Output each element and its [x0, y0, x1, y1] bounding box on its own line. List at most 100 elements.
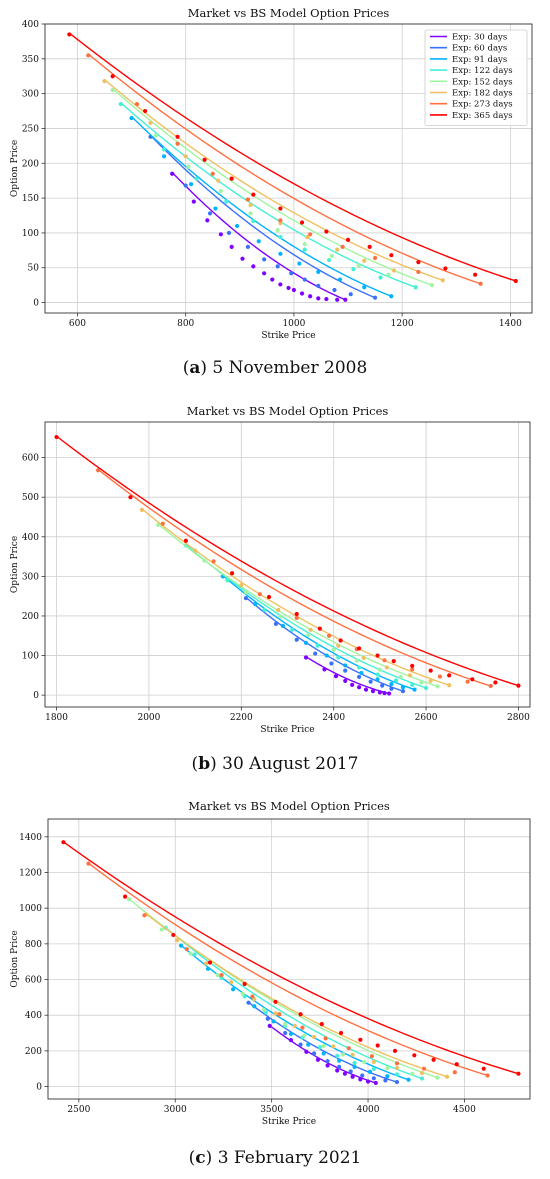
chart-c-market-point: [383, 1078, 388, 1083]
chart-a-market-point: [191, 199, 196, 204]
chart-c-market-point: [410, 1071, 415, 1076]
chart-c-market-point: [298, 1012, 303, 1017]
chart-a-market-point: [186, 164, 191, 169]
chart-b-market-point: [368, 679, 373, 684]
chart-a-y-tick-label: 200: [22, 159, 39, 169]
chart-c-y-tick-label: 1400: [19, 833, 42, 843]
chart-c-market-point: [283, 1030, 288, 1036]
chart-a-market-point: [148, 120, 153, 125]
chart-a-market-point: [248, 202, 253, 208]
chart-a-y-tick-label: 100: [22, 229, 39, 239]
chart-c-market-point: [335, 1068, 340, 1073]
chart-b-x-tick-label: 2600: [415, 713, 438, 723]
chart-a-market-point: [340, 244, 345, 249]
chart-c-y-tick-label: 1200: [19, 869, 42, 879]
chart-c-market-point: [242, 981, 247, 987]
chart-a-market-point: [362, 258, 367, 263]
chart-a-market-point: [372, 255, 378, 261]
chart-c-market-point: [207, 960, 213, 965]
chart-c-market-point: [365, 1079, 371, 1084]
chart-a-market-point: [153, 133, 159, 138]
chart-c-market-point: [392, 1048, 398, 1053]
chart-a-market-point: [332, 287, 337, 293]
chart-c-market-point: [203, 961, 209, 966]
chart-c-market-point: [369, 1054, 375, 1059]
chart-c-market-point: [435, 1075, 440, 1080]
chart-a-y-tick-label: 300: [22, 90, 39, 100]
chart-c-market-point: [288, 1031, 294, 1037]
chart-a-market-point: [240, 256, 245, 261]
chart-b-market-point: [377, 667, 382, 672]
chart-b-market-point: [266, 594, 272, 600]
chart-a-market-point: [256, 239, 261, 244]
chart-a-market-point: [351, 267, 356, 272]
chart-a-market-point: [143, 108, 148, 114]
chart-a-market-point: [262, 257, 267, 262]
chart-b-market-point: [54, 434, 59, 440]
chart-b-market-point: [343, 668, 348, 673]
chart-b-market-point: [338, 638, 343, 643]
chart-a-legend-entry: Exp: 152 days: [452, 77, 513, 87]
chart-b-market-point: [278, 614, 283, 619]
chart-b-market-point: [389, 681, 394, 687]
chart-c-y-tick-label: 0: [36, 1083, 42, 1093]
chart-c-market-point: [304, 1049, 309, 1054]
chart-c-market-point: [178, 943, 184, 948]
caption-c: (c) 3 February 2021: [188, 1148, 362, 1168]
chart-b-market-point: [428, 668, 433, 673]
chart-c-market-point: [192, 952, 197, 957]
chart-c-market-point: [126, 897, 132, 902]
chart-a-market-point: [134, 101, 140, 107]
chart-b-market-point: [428, 678, 433, 683]
chart-c-market-point: [267, 1023, 272, 1028]
chart-c-market-point: [358, 1077, 363, 1082]
chart-c-market-point: [283, 1021, 288, 1027]
chart-a-market-point: [278, 206, 283, 211]
caption-b-letter: b: [198, 754, 211, 774]
chart-c-market-point: [321, 1043, 326, 1048]
chart-panel-b: Market vs BS Model Option Prices 1800 2000…: [0, 398, 550, 736]
chart-c-market-point: [300, 1025, 305, 1030]
chart-a-market-point: [443, 266, 448, 271]
chart-b-y-tick-label: 0: [33, 691, 39, 701]
chart-b-model-line-5: [157, 523, 438, 688]
chart-b-market-point: [276, 607, 281, 613]
chart-b-market-point: [370, 689, 376, 694]
chart-b-y-tick-label: 500: [22, 493, 39, 503]
chart-b-market-point: [326, 633, 332, 638]
chart-a-market-point: [329, 253, 334, 258]
chart-b-market-point: [333, 674, 339, 679]
chart-b-market-point: [488, 683, 493, 689]
chart-a-y-tick-label: 0: [33, 299, 39, 309]
chart-b-market-point: [447, 683, 452, 688]
chart-a-market-point: [372, 295, 378, 300]
chart-b-market-point: [356, 685, 362, 690]
chart-b-grid: [45, 422, 530, 707]
chart-c-market-point: [323, 1036, 328, 1041]
chart-a-market-point: [118, 101, 123, 107]
chart-b-market-point: [294, 615, 299, 621]
chart-a-market-point: [367, 244, 372, 249]
chart-a-market-point: [183, 183, 188, 188]
chart-b-x-tick-label: 2200: [230, 713, 253, 723]
chart-c-market-point: [340, 1052, 346, 1057]
chart-c-y-tick-label: 1000: [19, 904, 42, 914]
chart-c-market-point: [215, 972, 220, 978]
chart-a-market-point: [110, 74, 115, 79]
chart-c-x-tick-label: 2500: [67, 1105, 90, 1115]
chart-b-market-point: [202, 558, 207, 563]
chart-c-market-point: [516, 1071, 521, 1076]
chart-a-market-point: [416, 269, 421, 275]
chart-a-market-point: [278, 282, 283, 287]
chart-b-market-point: [382, 658, 387, 663]
chart-b-market-point: [160, 521, 165, 526]
chart-c-x-axis-label: Strike Price: [262, 1117, 316, 1127]
chart-a-market-point: [356, 263, 361, 268]
chart-c-market-point: [394, 1065, 400, 1071]
chart-c-market-point: [385, 1074, 390, 1079]
chart-a-market-point: [278, 251, 283, 256]
caption-b-text: 30 August 2017: [222, 754, 359, 774]
chart-a-market-point: [102, 79, 107, 84]
chart-b-market-point: [465, 679, 470, 684]
